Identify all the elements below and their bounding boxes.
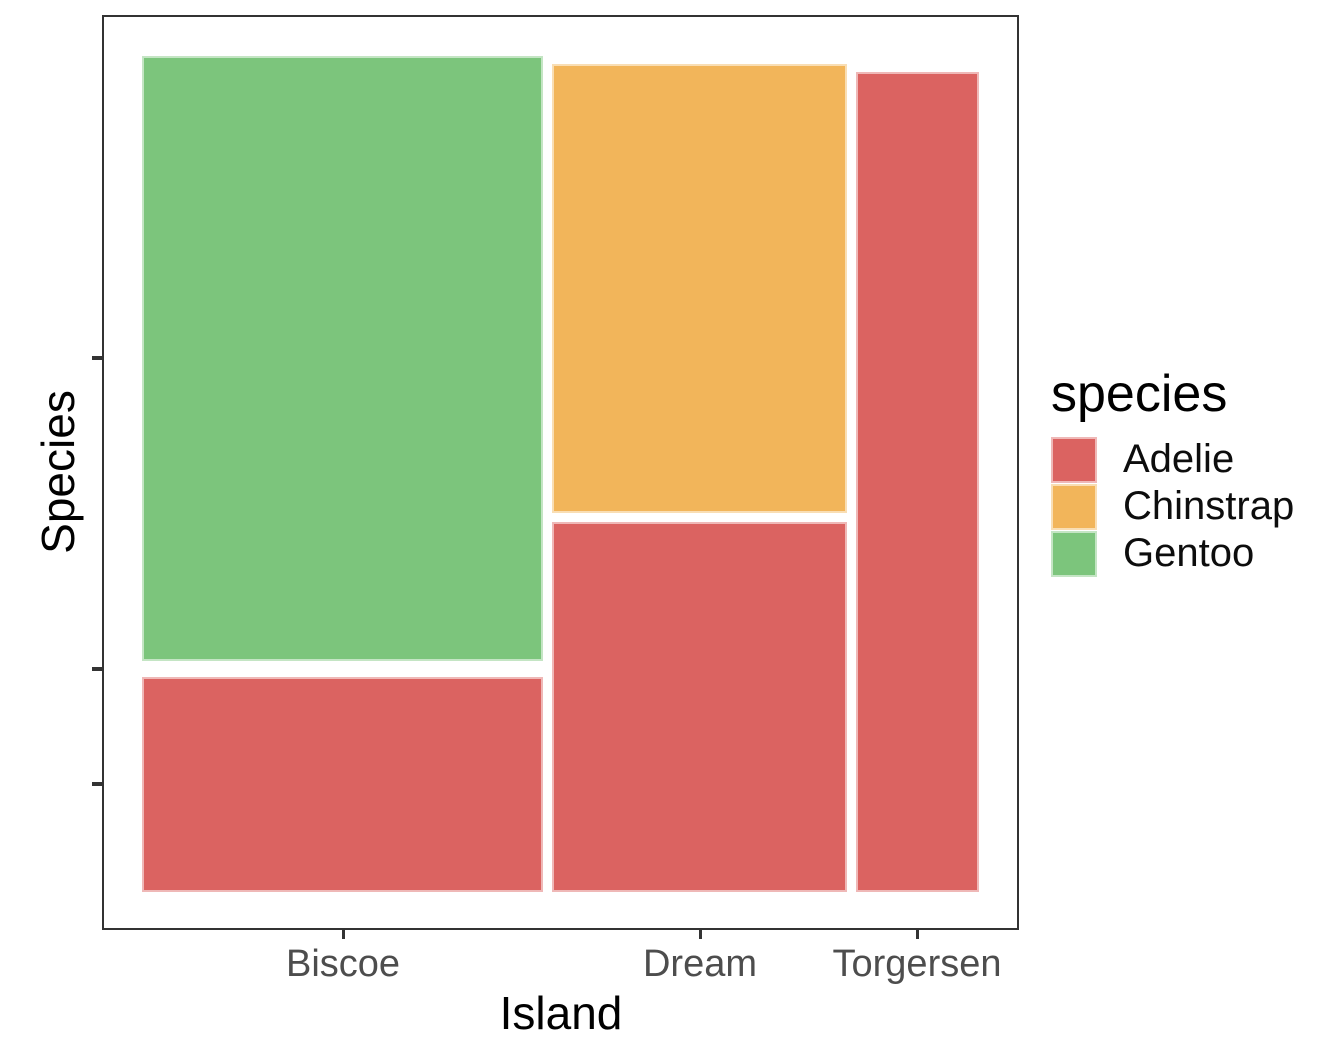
legend-label-gentoo: Gentoo [1123,531,1255,575]
legend-item-adelie: Adelie [1051,436,1341,483]
legend-label-chinstrap: Chinstrap [1123,484,1295,528]
x-tick-torgersen [916,930,919,939]
legend-key-chinstrap [1051,483,1097,530]
mosaic-tile-dream-chinstrap [552,64,847,513]
x-tick-dream [699,930,702,939]
mosaic-tile-biscoe-gentoo [142,56,543,661]
mosaic-tile-dream-adelie [552,522,847,892]
y-tick-2 [92,667,102,671]
legend-label-adelie: Adelie [1123,437,1235,481]
legend-key-gentoo [1051,530,1097,577]
x-tick-label-torgersen: Torgersen [832,943,1002,985]
legend-key-adelie [1051,436,1097,483]
y-tick-3 [92,782,102,786]
y-tick-1 [92,356,102,360]
legend-item-gentoo: Gentoo [1051,530,1341,577]
x-tick-label-biscoe: Biscoe [285,943,401,985]
legend-title: species [1051,365,1228,423]
y-axis-title: Species [32,390,84,554]
mosaic-tile-torgersen-adelie [856,72,979,892]
x-tick-label-dream: Dream [642,943,758,985]
legend-items: Adelie Chinstrap Gentoo [1051,436,1341,577]
x-axis-title: Island [499,987,623,1039]
x-tick-biscoe [342,930,345,939]
legend: species Adelie Chinstrap Gentoo [1051,368,1341,577]
legend-item-chinstrap: Chinstrap [1051,483,1341,530]
mosaic-tile-biscoe-adelie [142,677,543,892]
